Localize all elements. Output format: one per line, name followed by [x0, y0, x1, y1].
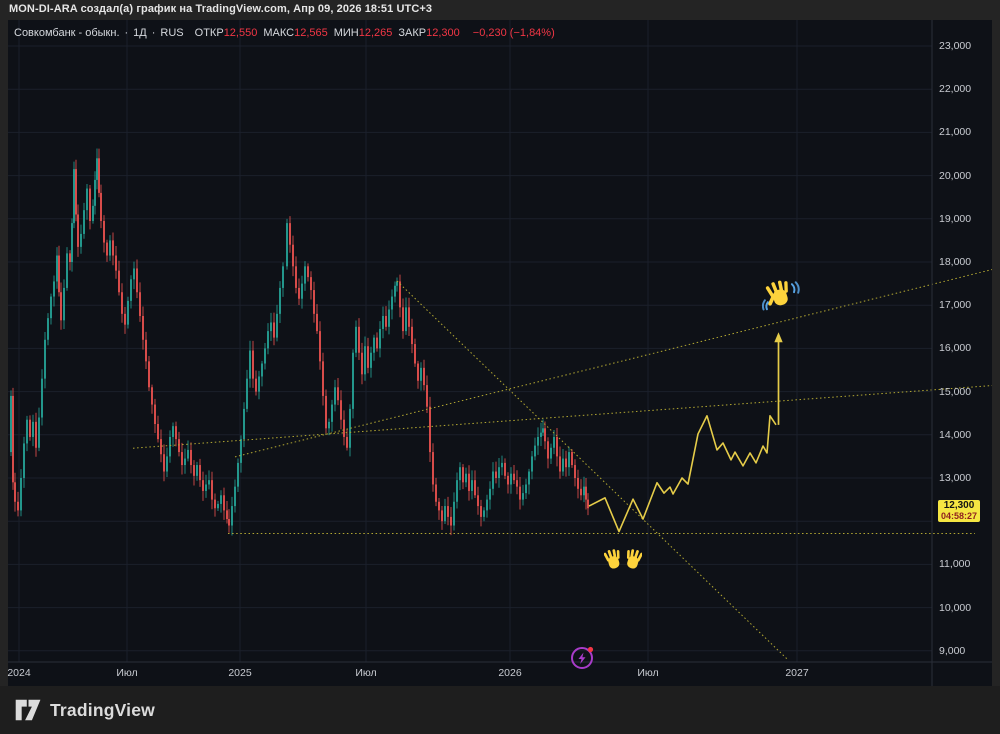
- falling-resistance: [396, 280, 789, 661]
- price-tick: 14,000: [939, 428, 972, 441]
- time-tick: Июл: [116, 667, 138, 679]
- rising-support: [234, 269, 992, 458]
- tradingview-logo-text: TradingView: [50, 699, 155, 720]
- symbol-title[interactable]: Совкомбанк - обыкн.: [14, 27, 120, 39]
- time-tick: 2027: [785, 667, 809, 679]
- forecast-zigzag: [588, 414, 777, 533]
- price-tick: 15,000: [939, 385, 972, 398]
- symbol-legend[interactable]: Совкомбанк - обыкн. · 1Д · RUS ОТКР12,55…: [14, 27, 555, 39]
- waving-hand-emoji[interactable]: [761, 278, 800, 316]
- candles: [10, 148, 589, 536]
- price-tick: 22,000: [939, 83, 972, 96]
- price-tick: 21,000: [939, 126, 972, 139]
- price-tick: 19,000: [939, 212, 972, 225]
- price-tick: 16,000: [939, 342, 972, 355]
- time-tick: 2026: [498, 667, 522, 679]
- footer: TradingView: [0, 686, 1000, 734]
- legend-separator: ·: [124, 27, 129, 39]
- attribution-bar: MON-DI-ARA создал(а) график на TradingVi…: [9, 3, 433, 15]
- price-chart[interactable]: [8, 20, 992, 686]
- lightning-streak-icon[interactable]: [568, 643, 597, 672]
- price-tick: 9,000: [939, 644, 966, 657]
- price-tick: 17,000: [939, 299, 972, 312]
- price-tick: 13,000: [939, 472, 972, 484]
- time-tick: Июл: [637, 667, 659, 679]
- ohlc-values: ОТКР12,550 МАКС12,565 МИН12,265 ЗАКР12,300: [189, 27, 460, 39]
- badge-countdown: 04:58:27: [940, 511, 978, 521]
- last-price-badge[interactable]: 12,300 04:58:27: [938, 500, 980, 522]
- exchange-label: RUS: [160, 27, 184, 39]
- ohlc-field: ЗАКР12,300: [398, 27, 460, 39]
- time-tick: Июл: [355, 667, 377, 679]
- ohlc-field: МАКС12,565: [263, 27, 328, 39]
- price-tick: 11,000: [939, 558, 971, 571]
- change-value: −0,230 (−1,84%): [472, 27, 555, 39]
- price-tick: 18,000: [939, 256, 972, 268]
- interval-label[interactable]: 1Д: [133, 27, 147, 39]
- time-tick: 2025: [228, 667, 252, 679]
- rising-median: [132, 385, 992, 449]
- open-hands-emoji[interactable]: [603, 540, 643, 578]
- price-tick: 20,000: [939, 169, 972, 182]
- tradingview-logo[interactable]: TradingView: [14, 697, 155, 723]
- tradingview-logo-icon: [15, 699, 41, 721]
- badge-price: 12,300: [943, 500, 975, 511]
- chart-background: [8, 20, 992, 686]
- legend-separator: ·: [151, 27, 156, 39]
- price-tick: 10,000: [939, 601, 972, 614]
- time-tick: 2024: [7, 667, 31, 679]
- ohlc-field: ОТКР12,550: [194, 27, 258, 39]
- ohlc-field: МИН12,265: [333, 27, 393, 39]
- price-tick: 23,000: [939, 40, 972, 52]
